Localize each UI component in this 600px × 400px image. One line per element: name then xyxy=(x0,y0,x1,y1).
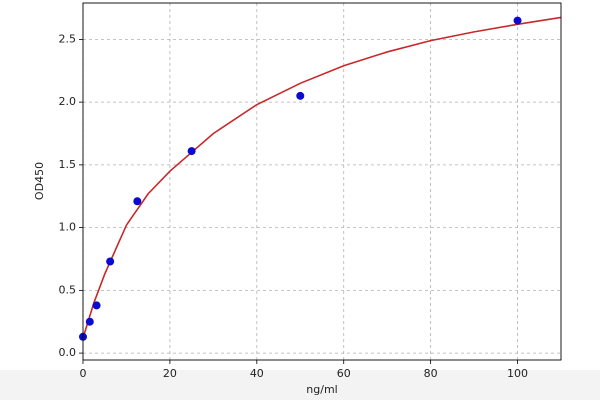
data-point xyxy=(187,147,196,156)
plot-area xyxy=(83,3,561,360)
fit-curve xyxy=(82,16,562,339)
x-axis-label: ng/ml xyxy=(306,383,337,396)
y-tick-label: 1.5 xyxy=(59,158,77,171)
data-point xyxy=(92,301,101,310)
plot-frame xyxy=(82,2,562,361)
y-tick-label: 2.5 xyxy=(59,32,77,45)
x-tick-label: 80 xyxy=(424,367,438,380)
y-tick-label: 0.5 xyxy=(59,283,77,296)
y-tick-label: 2.0 xyxy=(59,95,77,108)
x-tick-label: 20 xyxy=(163,367,177,380)
plot-layer xyxy=(79,3,562,360)
data-point xyxy=(296,91,305,100)
x-tick-label: 100 xyxy=(507,367,528,380)
y-axis-label: OD450 xyxy=(33,162,46,200)
x-tick-label: 0 xyxy=(80,367,87,380)
data-point xyxy=(133,197,142,206)
x-tick-label: 40 xyxy=(250,367,264,380)
data-point xyxy=(85,317,94,326)
bottom-band xyxy=(0,370,600,400)
data-point xyxy=(106,257,115,266)
y-tick-label: 1.0 xyxy=(59,221,77,234)
data-point xyxy=(513,16,522,25)
y-tick-label: 0.0 xyxy=(59,346,77,359)
x-tick-label: 60 xyxy=(337,367,351,380)
